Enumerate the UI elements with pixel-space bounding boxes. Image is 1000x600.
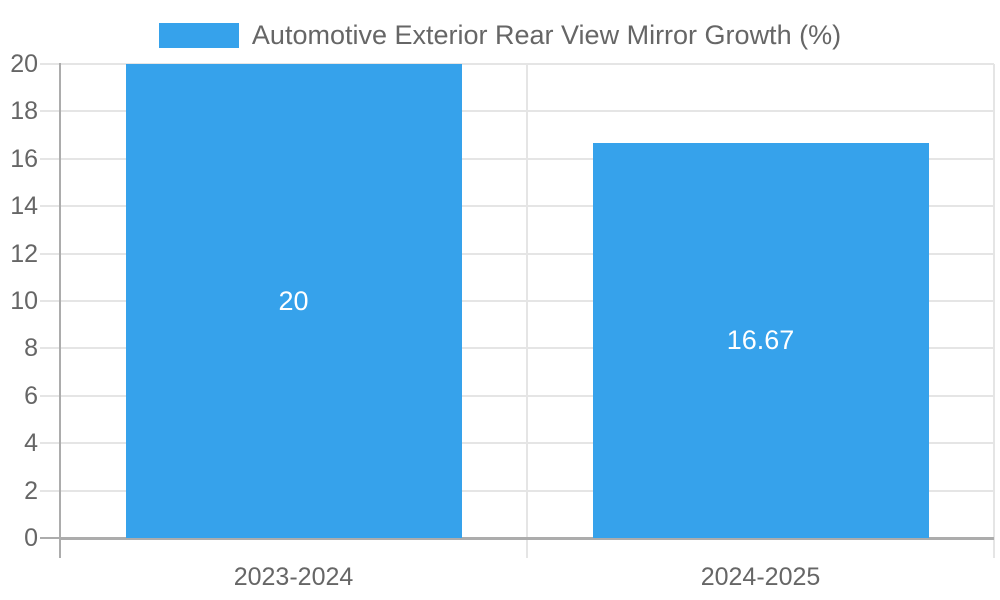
y-tick-label: 8 <box>24 334 38 363</box>
y-tick-label: 4 <box>24 429 38 458</box>
y-axis-tick <box>40 300 60 302</box>
bar-2023-2024[interactable]: 20 <box>125 64 462 538</box>
y-tick-label: 6 <box>24 381 38 410</box>
x-axis-line <box>60 537 994 540</box>
gridline-vertical <box>993 64 995 558</box>
y-tick-label: 14 <box>10 192 38 221</box>
legend-label: Automotive Exterior Rear View Mirror Gro… <box>251 20 842 50</box>
y-axis-tick <box>40 63 60 65</box>
y-tick-label: 0 <box>24 524 38 552</box>
y-axis-tick <box>40 537 60 539</box>
y-tick-label: 16 <box>10 144 38 173</box>
y-axis-tick <box>40 157 60 160</box>
y-tick-label: 10 <box>10 287 38 315</box>
legend[interactable]: Automotive Exterior Rear View Mirror Gro… <box>0 20 1000 50</box>
y-axis-tick <box>40 347 60 350</box>
y-axis-tick <box>40 110 60 113</box>
legend-swatch <box>158 22 239 48</box>
y-tick-label: 2 <box>24 476 38 505</box>
y-axis-tick <box>40 394 60 397</box>
y-axis-line <box>59 63 61 558</box>
y-axis-tick <box>40 489 60 492</box>
y-axis-tick <box>40 205 60 208</box>
y-tick-label: 12 <box>10 239 38 268</box>
y-axis-tick <box>40 252 60 255</box>
x-tick-label: 2024-2025 <box>700 563 821 591</box>
gridline-vertical <box>526 64 528 558</box>
x-tick-label: 2023-2024 <box>233 563 354 591</box>
y-tick-label: 20 <box>10 50 38 78</box>
bar-2024-2025[interactable]: 16.67 <box>592 142 929 538</box>
bar-value-label: 16.67 <box>726 325 795 356</box>
y-tick-label: 18 <box>10 97 38 126</box>
bar-value-label: 20 <box>278 286 309 316</box>
y-axis-tick <box>40 442 60 445</box>
